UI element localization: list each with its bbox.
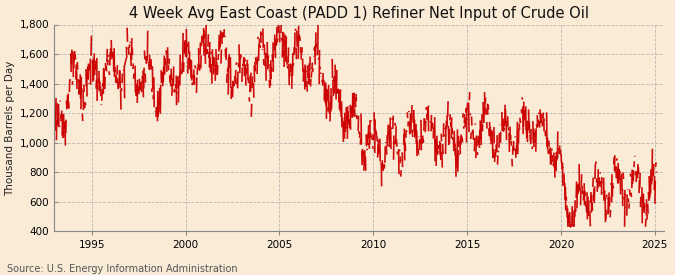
Y-axis label: Thousand Barrels per Day: Thousand Barrels per Day [5,60,16,196]
Text: Source: U.S. Energy Information Administration: Source: U.S. Energy Information Administ… [7,264,238,274]
Title: 4 Week Avg East Coast (PADD 1) Refiner Net Input of Crude Oil: 4 Week Avg East Coast (PADD 1) Refiner N… [129,6,589,21]
